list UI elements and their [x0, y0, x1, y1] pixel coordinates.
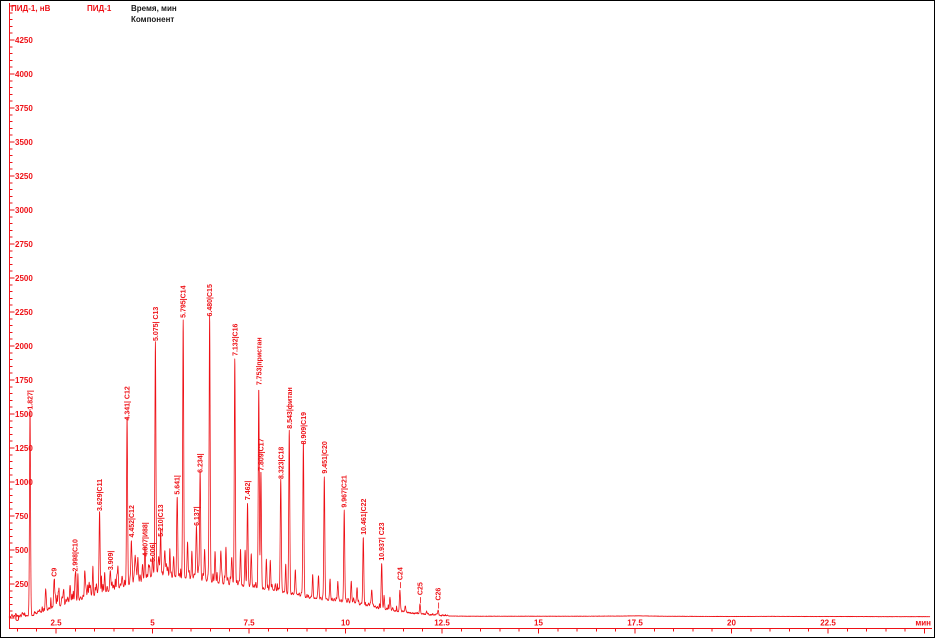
svg-text:500: 500	[15, 546, 29, 555]
svg-text:4000: 4000	[15, 70, 33, 79]
peak-label: 5.210|C13	[158, 504, 165, 536]
svg-text:мин: мин	[915, 619, 931, 628]
peak-label: 2.998|C10	[73, 539, 80, 571]
peak-label: 7.462|	[245, 481, 252, 501]
peak-label: C26	[436, 588, 443, 601]
svg-text:3250: 3250	[15, 172, 33, 181]
peak-label: 7.809|C17	[258, 438, 265, 470]
peak-label: 7.132|C16	[232, 323, 239, 355]
peak-label: 8.909|C19	[301, 412, 308, 444]
peak-label: 9.967|C21	[342, 475, 349, 507]
peak-label: 5.795|C14	[181, 285, 188, 317]
svg-text:17.5: 17.5	[627, 619, 643, 628]
svg-text:3750: 3750	[15, 104, 33, 113]
svg-text:2250: 2250	[15, 308, 33, 317]
peak-label: 5.075| C13	[153, 307, 160, 341]
peak-label: 6.234|	[198, 453, 205, 473]
svg-text:1750: 1750	[15, 376, 33, 385]
svg-text:12.5: 12.5	[434, 619, 450, 628]
svg-text:1250: 1250	[15, 444, 33, 453]
peak-label: 3.909|	[108, 551, 115, 571]
peak-label: 8.543|фитан	[287, 387, 294, 428]
svg-text:1500: 1500	[15, 410, 33, 419]
peak-label: 1.827|	[28, 390, 35, 410]
peak-label: 8.323|C18	[278, 447, 285, 479]
svg-text:250: 250	[15, 580, 29, 589]
peak-label: 10.461|C22	[361, 498, 368, 534]
svg-text:3500: 3500	[15, 138, 33, 147]
svg-text:4250: 4250	[15, 36, 33, 45]
svg-text:2.5: 2.5	[50, 619, 62, 628]
svg-text:3000: 3000	[15, 206, 33, 215]
peak-label: 4.807|И88|	[143, 522, 150, 556]
peak-label: C24	[397, 567, 404, 580]
peak-label: C9	[52, 568, 59, 577]
svg-text:20: 20	[727, 619, 736, 628]
peak-label: 4.341| C12	[125, 386, 132, 420]
peak-label: 10.937| C23	[379, 522, 386, 560]
peak-label: 6.480|C15	[207, 284, 214, 316]
svg-text:2500: 2500	[15, 274, 33, 283]
svg-text:7.5: 7.5	[243, 619, 255, 628]
svg-text:750: 750	[15, 512, 29, 521]
svg-text:5: 5	[150, 619, 155, 628]
svg-text:1000: 1000	[15, 478, 33, 487]
peak-label: C25	[417, 582, 424, 595]
svg-text:15: 15	[534, 619, 543, 628]
legend-component-label: Компонент	[131, 15, 175, 24]
signal-name-label: ПИД-1	[87, 4, 112, 13]
peak-label: 4.452|C12	[129, 505, 136, 537]
peak-label: 9.451|C20	[322, 441, 329, 473]
peak-label: 3.629|C11	[97, 479, 104, 511]
peak-label: 5.641|	[175, 475, 182, 495]
svg-text:10: 10	[341, 619, 350, 628]
svg-text:0: 0	[15, 614, 20, 623]
signal-units-label: ПИД-1, нВ	[11, 4, 51, 13]
svg-text:2000: 2000	[15, 342, 33, 351]
svg-text:2750: 2750	[15, 240, 33, 249]
peak-label: 5.006|	[150, 542, 157, 562]
peak-label: 6.137|	[194, 506, 201, 526]
svg-text:22.5: 22.5	[820, 619, 836, 628]
peak-label: 7.753|пристан	[256, 337, 263, 385]
legend-time-label: Время, мин	[131, 4, 177, 13]
